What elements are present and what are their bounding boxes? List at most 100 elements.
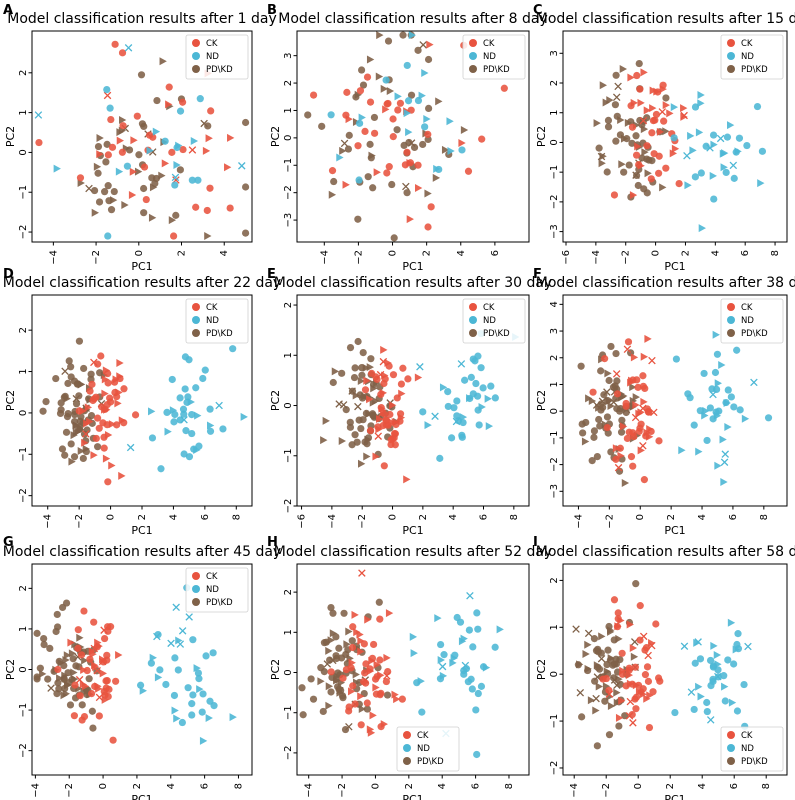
data-point [607,654,615,663]
data-point [67,638,75,647]
data-point [370,384,378,393]
data-point [331,367,340,376]
data-point [643,189,651,197]
data-point [116,372,124,381]
data-point [584,629,593,638]
data-point [404,97,413,105]
data-point [632,132,640,140]
legend-marker [469,316,477,324]
data-point [615,713,624,722]
data-point [637,408,645,417]
data-point [710,641,718,650]
data-point [714,666,722,674]
data-point [85,184,93,193]
data-point [684,181,692,190]
data-point [179,145,187,154]
data-point [89,724,97,732]
data-point [356,630,364,639]
legend: CK ND PD\KD [185,34,249,80]
data-point [94,443,102,451]
data-point [68,457,76,466]
data-point [636,85,644,93]
data-point [116,359,124,368]
x-tick-label: −6 [561,250,572,265]
legend-label: CK [741,731,753,741]
data-point [421,69,429,78]
legend-marker [469,52,477,60]
data-point [175,141,183,150]
data-point [70,453,79,461]
data-point [720,477,728,486]
data-point [764,414,773,422]
data-point [611,101,620,109]
data-point [639,372,647,380]
data-point [360,640,368,648]
data-point [240,412,248,421]
y-tick-label: −1 [18,703,29,718]
data-point [357,66,366,74]
data-point [421,123,429,131]
data-point [655,437,663,445]
x-axis-label: PC1 [131,260,152,273]
data-point [93,666,101,675]
x-tick-label: 2 [665,783,676,789]
data-point [724,423,732,432]
data-point [690,705,698,714]
data-point [340,139,349,148]
data-point [374,423,382,431]
data-point [612,370,621,378]
data-point [639,690,647,699]
data-point [572,625,580,633]
data-point [733,346,741,354]
panel-label: B [267,3,277,18]
data-point [712,330,720,339]
data-point [363,73,372,81]
data-point [578,420,586,428]
data-point [70,712,78,720]
data-point [615,722,623,730]
data-point [403,475,411,484]
data-point [207,107,215,115]
data-point [369,640,378,649]
data-point [357,692,365,701]
y-tick-label: −1 [283,448,294,463]
data-point [73,380,82,388]
data-point [119,122,127,130]
x-tick-label: 6 [740,250,751,256]
y-tick-label: −2 [18,488,29,503]
legend-label: CK [483,303,495,313]
data-point [605,690,614,698]
data-point [188,700,196,708]
y-tick-label: −2 [18,225,29,240]
data-point [83,666,91,675]
legend-label: ND [741,316,754,326]
data-point [678,446,686,455]
data-point [613,112,621,120]
y-axis-label: PC2 [535,126,548,147]
data-point [617,451,625,460]
legend-marker [727,65,735,73]
data-point [205,713,213,722]
data-point [61,367,69,376]
data-point [358,459,366,468]
data-point [171,173,180,182]
data-point [79,407,87,416]
y-tick-label: −2 [549,761,560,776]
data-point [229,713,237,722]
data-point [662,164,670,172]
data-point [614,82,622,91]
data-point [101,405,109,414]
data-point [393,126,401,134]
data-point [669,149,678,158]
data-point [576,688,585,697]
data-point [369,411,377,419]
x-tick-label: 6 [729,783,740,789]
data-point [628,139,636,147]
x-tick-label: 0 [370,783,381,789]
data-point [709,415,717,423]
data-point [617,428,626,436]
data-point [196,685,204,694]
